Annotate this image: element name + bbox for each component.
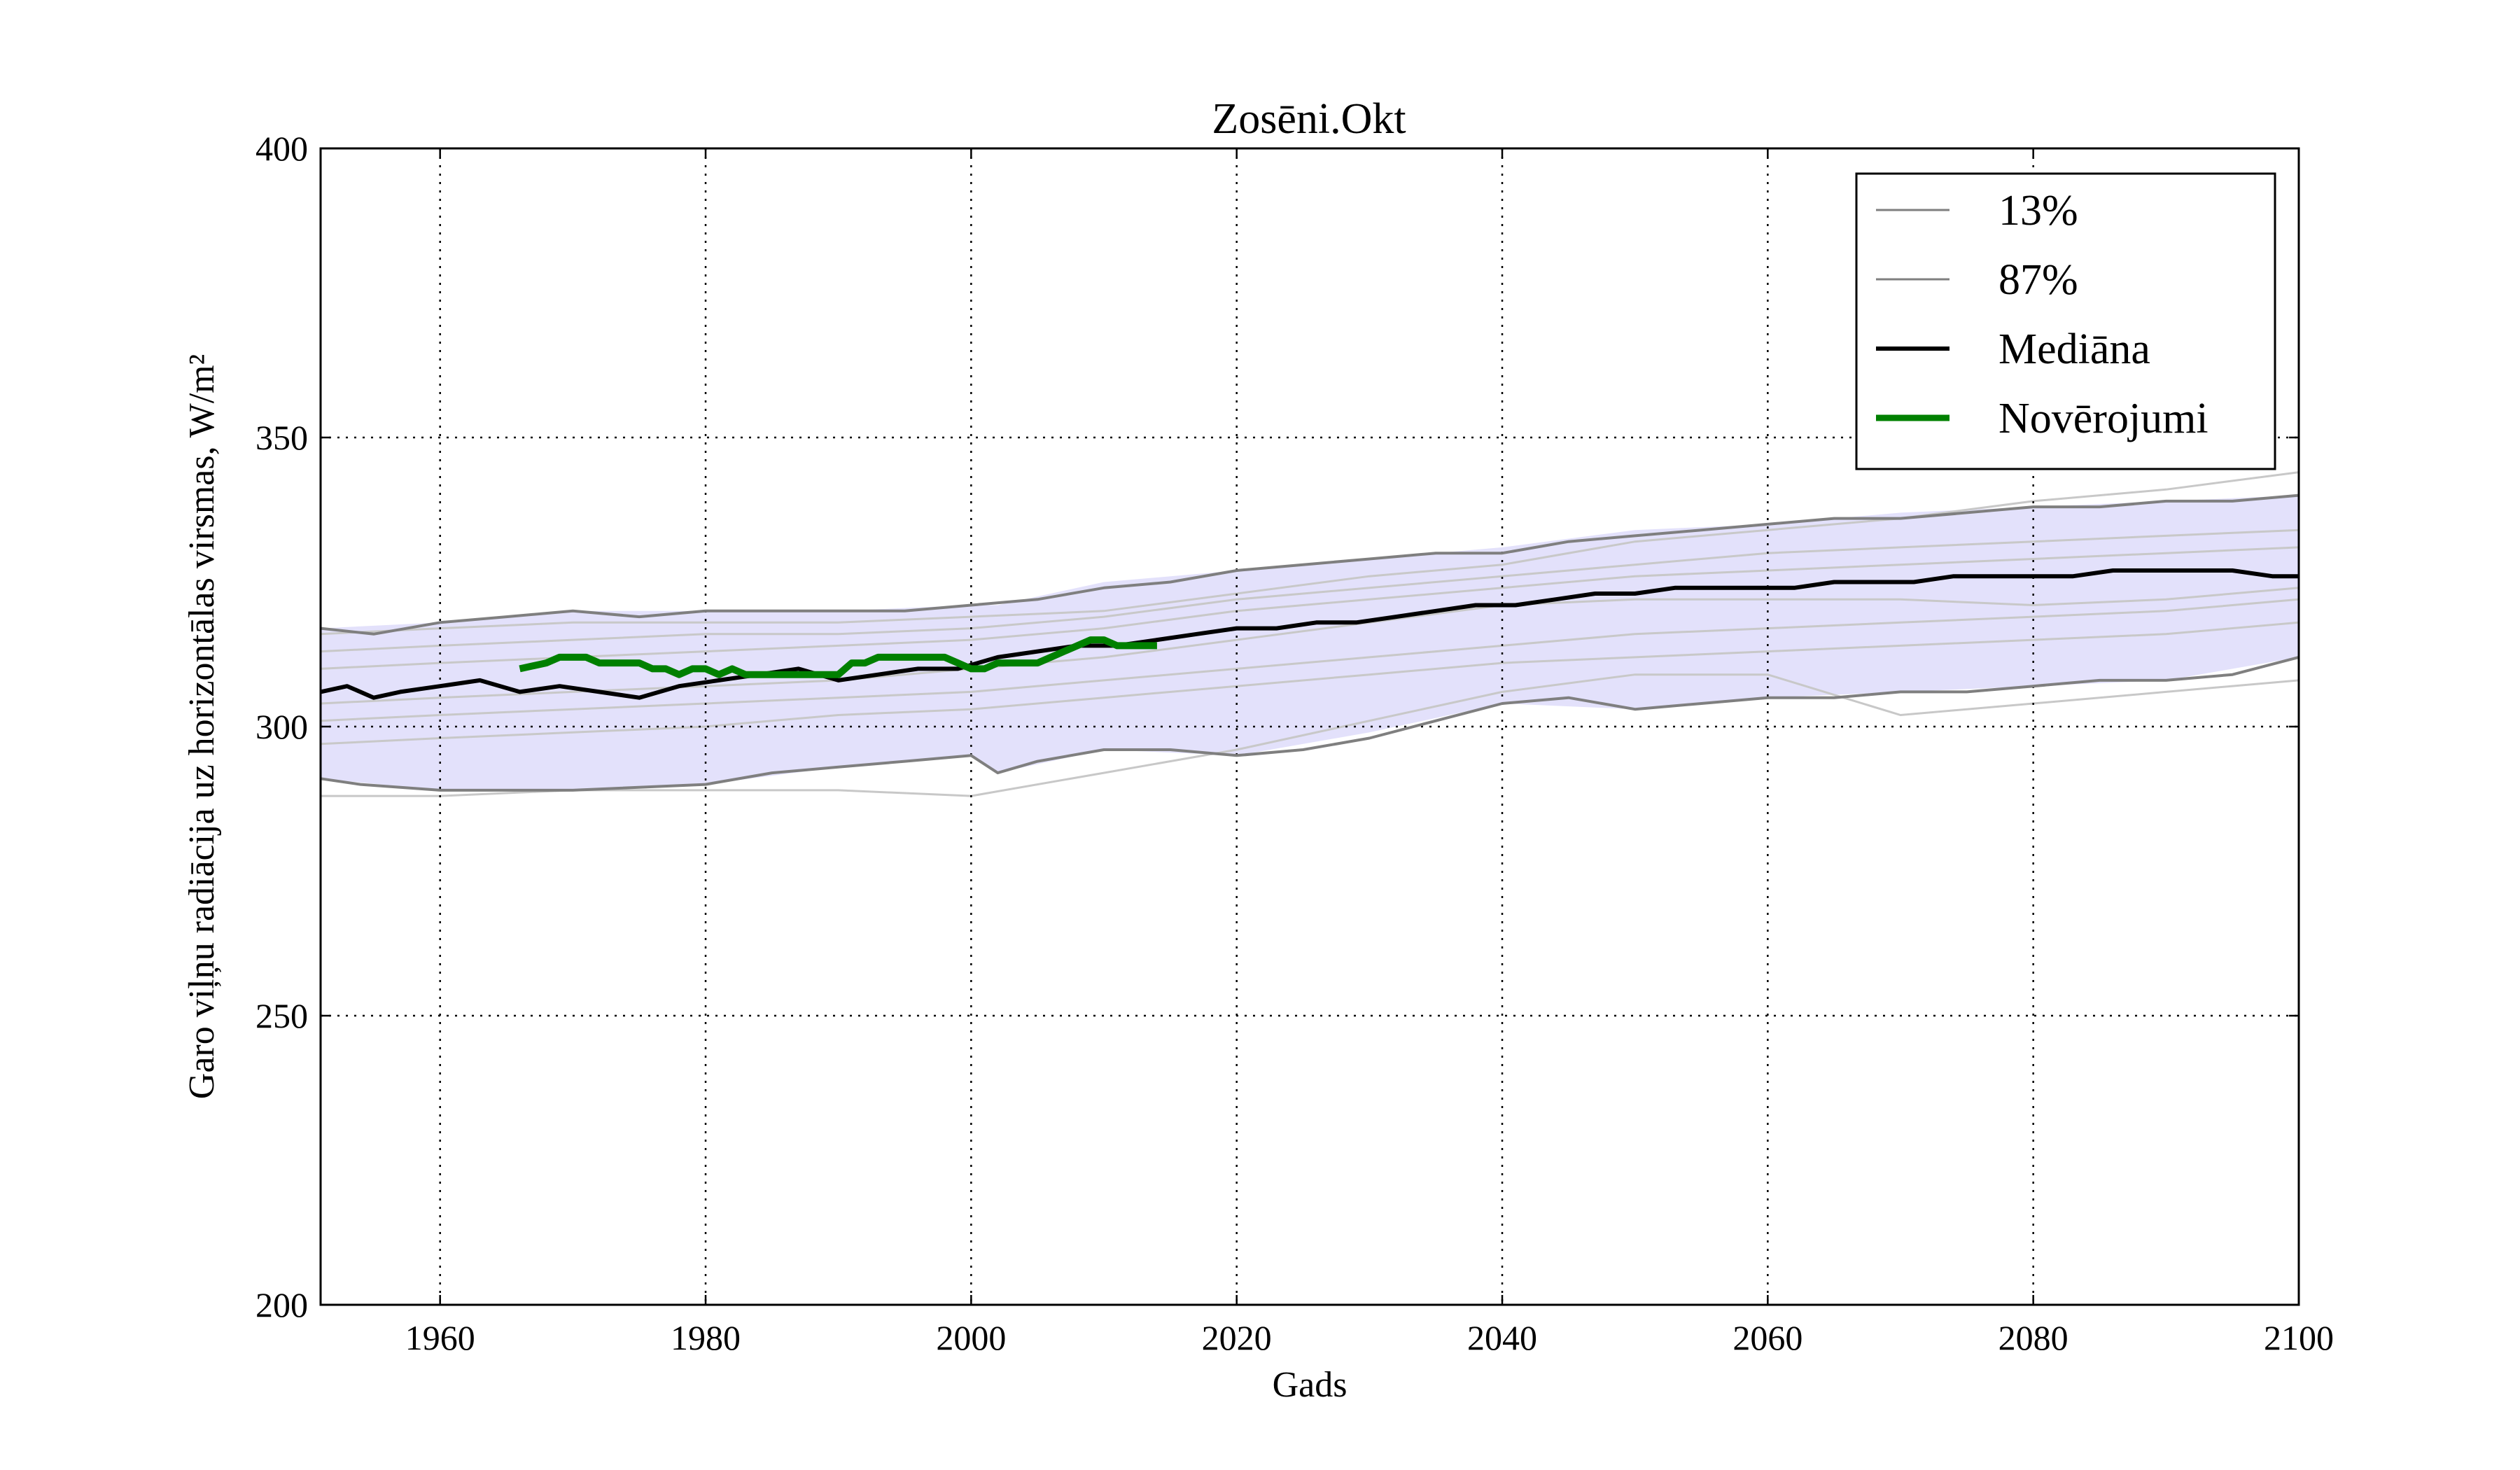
ensemble-line-1	[321, 673, 2300, 797]
ensemble-line-4	[320, 587, 2300, 705]
ensemble-line-5	[320, 546, 2300, 670]
y-tick-label: 350	[255, 418, 308, 457]
x-axis: 1960 1980 2000 2020 2040 2060 2080 2100	[405, 148, 2334, 1357]
legend-label-4: Novērojumi	[1998, 395, 2208, 442]
ensemble-layer	[320, 471, 2300, 797]
x-tick-label: 2040	[1467, 1318, 1537, 1357]
x-tick-label: 2000	[936, 1318, 1006, 1357]
y-tick-label: 200	[255, 1285, 308, 1324]
x-tick-label: 2060	[1732, 1318, 1802, 1357]
grid-layer	[321, 148, 2299, 1305]
series-layer	[320, 493, 2300, 792]
chart-title: Zosēni.Okt	[1212, 95, 1406, 143]
legend-label-2: 87%	[1998, 256, 2078, 304]
legend: 13% 87% Mediāna Novērojumi	[1855, 172, 2276, 470]
series-line-2	[320, 493, 2300, 636]
x-tick-label: 2020	[1202, 1318, 1272, 1357]
ensemble-line-3	[320, 598, 2300, 722]
series-line-4	[519, 636, 1157, 678]
x-tick-label: 2100	[2264, 1318, 2334, 1357]
x-axis-label: Gads	[1273, 1365, 1348, 1405]
ensemble-line-6	[320, 528, 2300, 653]
x-tick-label: 2080	[1998, 1318, 2068, 1357]
legend-label-3: Mediāna	[1998, 326, 2150, 373]
series-line-1	[320, 655, 2300, 792]
y-axis: 200 250 300 350 400	[255, 129, 2299, 1324]
x-tick-label: 1960	[405, 1318, 475, 1357]
ensemble-line-7	[320, 471, 2300, 636]
y-tick-label: 250	[255, 996, 308, 1035]
y-tick-label: 400	[255, 129, 308, 168]
y-tick-label: 300	[255, 707, 308, 746]
legend-label-1: 13%	[1998, 187, 2078, 234]
x-tick-label: 1980	[671, 1318, 741, 1357]
ensemble-line-2	[320, 621, 2300, 746]
y-axis-label: Garo viļņu radiācija uz horizontālas vir…	[182, 354, 222, 1099]
series-line-3	[320, 568, 2299, 700]
